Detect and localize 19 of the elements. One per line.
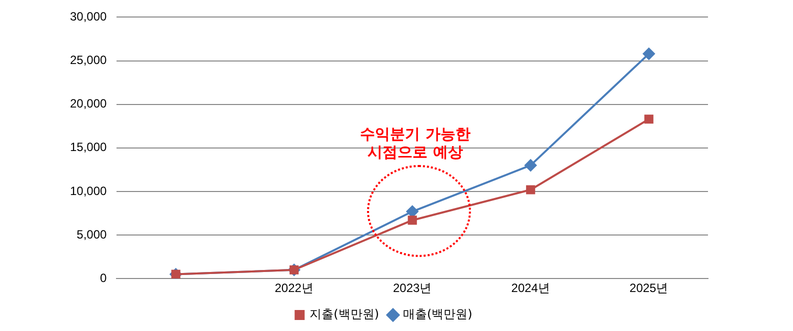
legend-label: 매출(백만원) (403, 307, 472, 322)
point (526, 185, 536, 194)
annotation: 수익분기 가능한 시점으로 예상 (360, 125, 470, 162)
y-tick-label: 25,000 (70, 53, 108, 68)
x-tick-label: 2022년 (274, 281, 314, 296)
x-tick-label: 2025년 (630, 281, 668, 296)
y-tick-label: 5,000 (76, 227, 108, 242)
point (642, 48, 655, 60)
legend-label: 지출(백만원) (310, 307, 380, 322)
point (408, 216, 417, 225)
point (644, 114, 654, 124)
y-tick-label: 20,000 (70, 96, 108, 111)
y-tick-label: 30,000 (70, 10, 108, 24)
x-tick-label: 2023년 (393, 281, 432, 296)
y-tick-label: 0 (100, 270, 108, 285)
y-tick-label: 10,000 (70, 184, 108, 198)
point (524, 159, 537, 172)
y-tick-label: 15,000 (70, 140, 108, 154)
x-tick-label: 2024년 (511, 281, 550, 296)
